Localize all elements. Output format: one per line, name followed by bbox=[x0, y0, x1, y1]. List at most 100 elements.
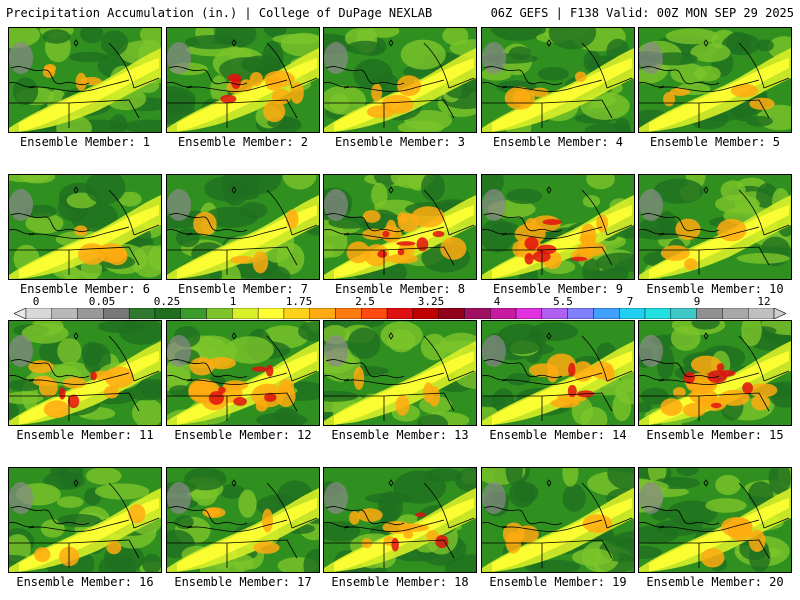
ensemble-member-label: Ensemble Member: 13 bbox=[331, 428, 469, 442]
precip-map bbox=[639, 468, 791, 572]
colorbar-swatch bbox=[77, 308, 104, 319]
precip-map bbox=[167, 468, 319, 572]
ensemble-map-panel bbox=[323, 27, 477, 133]
colorbar-swatch bbox=[51, 308, 78, 319]
ensemble-map-panel bbox=[8, 27, 162, 133]
colorbar-swatch bbox=[490, 308, 517, 319]
precip-map bbox=[324, 175, 476, 279]
precip-map bbox=[482, 28, 634, 132]
ensemble-map-panel bbox=[638, 467, 792, 573]
precip-map bbox=[324, 28, 476, 132]
precip-map bbox=[9, 175, 161, 279]
ensemble-map-panel bbox=[8, 467, 162, 573]
ensemble-map-panel bbox=[8, 320, 162, 426]
precip-map bbox=[324, 468, 476, 572]
ensemble-member-label: Ensemble Member: 6 bbox=[19, 282, 151, 296]
ensemble-map-panel bbox=[323, 320, 477, 426]
colorbar-swatch bbox=[257, 308, 285, 319]
colorbar-tick-label: 7 bbox=[626, 295, 634, 308]
ensemble-map-panel bbox=[166, 174, 320, 280]
ensemble-map-panel bbox=[638, 174, 792, 280]
ensemble-member-label: Ensemble Member: 1 bbox=[19, 135, 151, 149]
colorbar-swatch bbox=[335, 308, 362, 319]
ensemble-member-label: Ensemble Member: 8 bbox=[334, 282, 466, 296]
colorbar-swatch bbox=[25, 308, 52, 319]
colorbar-tick-label: 2.5 bbox=[355, 295, 375, 308]
colorbar-tick-label: 0 bbox=[32, 295, 40, 308]
colorbar-swatch bbox=[619, 308, 646, 319]
colorbar-tick-label: 4 bbox=[493, 295, 501, 308]
precip-map bbox=[9, 321, 161, 425]
colorbar-swatch bbox=[515, 308, 543, 319]
colorbar-swatch bbox=[180, 308, 207, 319]
colorbar-swatch bbox=[232, 308, 259, 319]
colorbar-swatch bbox=[154, 308, 181, 319]
colorbar-swatch bbox=[438, 308, 465, 319]
precip-map bbox=[167, 321, 319, 425]
colorbar-swatch bbox=[567, 308, 594, 319]
ensemble-map-panel bbox=[323, 174, 477, 280]
precip-map bbox=[167, 175, 319, 279]
colorbar bbox=[14, 308, 786, 319]
colorbar-swatch bbox=[309, 308, 336, 319]
ensemble-member-label: Ensemble Member: 14 bbox=[489, 428, 627, 442]
ensemble-map-panel bbox=[166, 27, 320, 133]
ensemble-member-label: Ensemble Member: 9 bbox=[492, 282, 624, 296]
ensemble-member-label: Ensemble Member: 16 bbox=[16, 575, 154, 589]
ensemble-member-label: Ensemble Member: 17 bbox=[174, 575, 312, 589]
colorbar-tick-label: 3.25 bbox=[417, 295, 445, 308]
colorbar-swatch bbox=[103, 308, 130, 319]
ensemble-member-label: Ensemble Member: 20 bbox=[646, 575, 784, 589]
colorbar-swatch bbox=[412, 308, 439, 319]
ensemble-member-label: Ensemble Member: 3 bbox=[334, 135, 466, 149]
colorbar-swatch bbox=[748, 308, 775, 319]
colorbar-swatch bbox=[386, 308, 414, 319]
colorbar-swatch bbox=[696, 308, 723, 319]
ensemble-member-label: Ensemble Member: 7 bbox=[177, 282, 309, 296]
colorbar-tick-label: 5.5 bbox=[553, 295, 573, 308]
precip-map bbox=[639, 175, 791, 279]
ensemble-map-panel bbox=[638, 320, 792, 426]
precip-map bbox=[9, 468, 161, 572]
precip-map bbox=[167, 28, 319, 132]
colorbar-tick-label: 0.05 bbox=[88, 295, 116, 308]
colorbar-swatch bbox=[644, 308, 672, 319]
colorbar-swatch bbox=[722, 308, 749, 319]
colorbar-labels: 0 0.05 0.25 1 1.75 2.5 3.25 4 5.5 7 9 12 bbox=[0, 295, 800, 308]
colorbar-tick-label: 1 bbox=[229, 295, 237, 308]
ensemble-member-label: Ensemble Member: 15 bbox=[646, 428, 784, 442]
colorbar-swatch bbox=[541, 308, 568, 319]
colorbar-tick-label: 0.25 bbox=[153, 295, 181, 308]
colorbar-arrow-right bbox=[773, 308, 786, 319]
ensemble-member-label: Ensemble Member: 18 bbox=[331, 575, 469, 589]
ensemble-member-label: Ensemble Member: 4 bbox=[492, 135, 624, 149]
ensemble-map-panel bbox=[481, 174, 635, 280]
precip-map bbox=[482, 175, 634, 279]
colorbar-swatch bbox=[128, 308, 156, 319]
colorbar-swatch bbox=[206, 308, 233, 319]
precip-map bbox=[482, 468, 634, 572]
ensemble-map-panel bbox=[166, 467, 320, 573]
precip-map bbox=[482, 321, 634, 425]
colorbar-tick-label: 9 bbox=[693, 295, 701, 308]
precip-map bbox=[639, 321, 791, 425]
colorbar-swatch bbox=[593, 308, 620, 319]
colorbar-tick-label: 12 bbox=[757, 295, 771, 308]
ensemble-map-panel bbox=[481, 27, 635, 133]
precip-map bbox=[639, 28, 791, 132]
ensemble-member-label: Ensemble Member: 2 bbox=[177, 135, 309, 149]
precip-map bbox=[324, 321, 476, 425]
ensemble-member-label: Ensemble Member: 5 bbox=[649, 135, 781, 149]
run-info: 06Z GEFS | F138 Valid: 00Z MON SEP 29 20… bbox=[490, 6, 794, 20]
page-title: Precipitation Accumulation (in.) | Colle… bbox=[6, 6, 433, 20]
ensemble-map-panel bbox=[166, 320, 320, 426]
colorbar-tick-label: 1.75 bbox=[285, 295, 313, 308]
ensemble-member-label: Ensemble Member: 19 bbox=[489, 575, 627, 589]
ensemble-map-panel bbox=[481, 320, 635, 426]
colorbar-swatch bbox=[464, 308, 491, 319]
colorbar-swatch bbox=[283, 308, 310, 319]
ensemble-map-panel bbox=[481, 467, 635, 573]
ensemble-member-label: Ensemble Member: 12 bbox=[174, 428, 312, 442]
colorbar-swatch bbox=[361, 308, 388, 319]
